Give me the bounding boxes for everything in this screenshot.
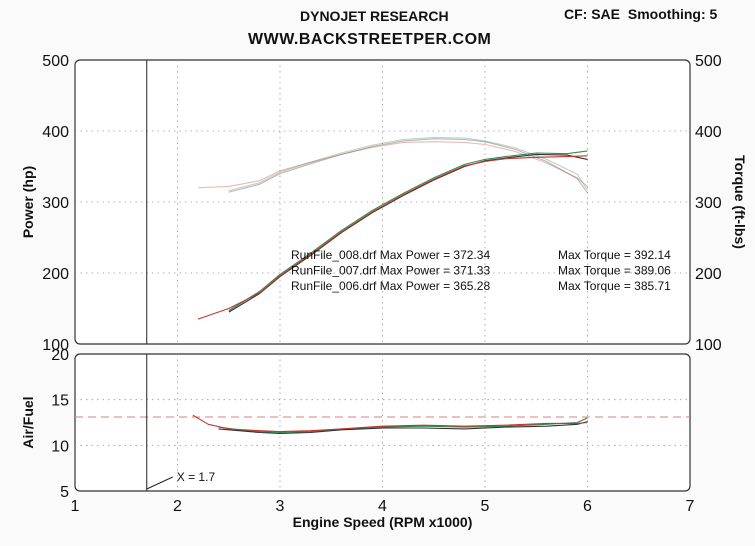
annotation-max-torque-run: Max Torque = 385.71 xyxy=(558,279,671,293)
torque-tick-label: 100 xyxy=(695,337,722,354)
annotation-max-torque-run: Max Torque = 392.14 xyxy=(558,248,671,262)
afr-line-run-006 xyxy=(192,414,588,433)
torque-tick-label: 400 xyxy=(695,124,722,141)
afr-tick-label: 5 xyxy=(60,484,69,501)
afr-tick-label: 20 xyxy=(51,347,69,364)
rpm-axis-title: Engine Speed (RPM x1000) xyxy=(293,514,473,530)
torque-tick-label: 300 xyxy=(695,195,722,212)
cursor-label: X = 1.7 xyxy=(177,470,216,484)
rpm-tick-label: 6 xyxy=(583,498,592,515)
power-tick-label: 500 xyxy=(42,53,69,70)
rpm-tick-label: 1 xyxy=(71,498,80,515)
correction-info: CF: SAE Smoothing: 5 xyxy=(564,6,721,22)
rpm-tick-label: 5 xyxy=(481,498,490,515)
afr-tick-label: 10 xyxy=(51,438,69,455)
afr-line-run-007 xyxy=(218,421,588,435)
power-line-run-008 xyxy=(228,150,588,312)
power-tick-label: 400 xyxy=(42,124,69,141)
afr-axis-title: Air/Fuel xyxy=(20,396,36,448)
afr-tick-label: 15 xyxy=(51,393,69,410)
annotation-max-power-run: RunFile_006.drf Max Power = 365.28 xyxy=(291,279,490,293)
power-line-run-007 xyxy=(228,153,588,313)
chart-title: DYNOJET RESEARCH xyxy=(300,8,449,24)
annotation-max-torque-run: Max Torque = 389.06 xyxy=(558,264,671,278)
afr-line-run-008 xyxy=(218,417,588,434)
torque-line-run-007 xyxy=(228,138,588,194)
torque-tick-label: 500 xyxy=(695,53,722,70)
rpm-tick-label: 7 xyxy=(686,498,695,515)
torque-axis-title: Torque (ft-lbs) xyxy=(732,155,748,249)
chart-subtitle: WWW.BACKSTREETPER.COM xyxy=(248,31,492,48)
rpm-tick-label: 3 xyxy=(276,498,285,515)
power-line-run-006 xyxy=(197,155,588,320)
annotation-max-power-run: RunFile_008.drf Max Power = 372.34 xyxy=(291,248,490,262)
power-tick-label: 100 xyxy=(42,337,69,354)
smoothing-level: Smoothing: 5 xyxy=(627,6,718,22)
cursor-pointer xyxy=(146,476,173,490)
annotation-max-power-run: RunFile_007.drf Max Power = 371.33 xyxy=(291,264,490,278)
power-axis-title: Power (hp) xyxy=(20,166,36,238)
power-tick-label: 300 xyxy=(42,195,69,212)
correction-factor: CF: SAE xyxy=(564,6,620,22)
rpm-tick-label: 2 xyxy=(173,498,182,515)
rpm-tick-label: 4 xyxy=(378,498,387,515)
torque-tick-label: 200 xyxy=(695,266,722,283)
power-tick-label: 200 xyxy=(42,266,69,283)
torque-line-run-006 xyxy=(197,141,588,189)
